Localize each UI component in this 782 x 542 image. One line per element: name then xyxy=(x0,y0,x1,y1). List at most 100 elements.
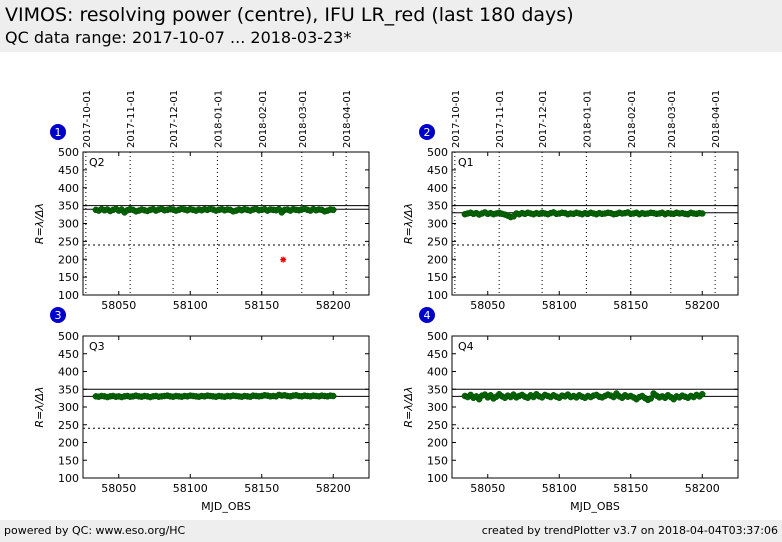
x-tick-label: 58150 xyxy=(613,299,648,312)
footer-credit: powered by QC: www.eso.org/HC xyxy=(4,524,186,537)
quadrant-label: Q3 xyxy=(89,340,105,353)
page-title: VIMOS: resolving power (centre), IFU LR_… xyxy=(5,4,574,26)
y-tick-label: 400 xyxy=(427,366,448,379)
panel-number-badge xyxy=(419,307,435,323)
quadrant-label: Q4 xyxy=(458,340,474,353)
chart-panel-2: 100 150 200 250 300 350 400 450 500 58050 58100 581… xyxy=(402,90,739,312)
x-tick-label: 58050 xyxy=(470,482,505,495)
x-tick-label: 58050 xyxy=(101,299,136,312)
y-tick-label: 300 xyxy=(427,218,448,231)
plot-frame xyxy=(451,335,739,479)
y-tick-label: 350 xyxy=(58,383,79,396)
panel-number-label: 4 xyxy=(424,309,431,322)
panel-number-badge xyxy=(419,124,435,140)
quadrant-label: Q1 xyxy=(458,156,474,169)
y-tick-label: 400 xyxy=(427,182,448,195)
chart-panel-1: 100 150 200 250 300 350 400 450 500 58050 58100 581… xyxy=(33,90,370,312)
y-tick-label: 150 xyxy=(58,271,79,284)
y-tick-label: 450 xyxy=(427,348,448,361)
y-tick-label: 100 xyxy=(58,289,79,302)
chart-panel-4: 100 150 200 250 300 350 400 450 500 58050 58100 581… xyxy=(402,307,739,513)
data-point xyxy=(699,390,706,398)
y-tick-label: 200 xyxy=(58,253,79,266)
x-tick-label: 58150 xyxy=(244,299,279,312)
footer-timestamp: created by trendPlotter v3.7 on 2018-04-… xyxy=(481,524,778,537)
x-tick-label: 58100 xyxy=(173,299,208,312)
data-point xyxy=(699,210,706,217)
y-tick-label: 450 xyxy=(427,164,448,177)
outlier-stroke xyxy=(280,256,286,263)
y-tick-label: 400 xyxy=(58,366,79,379)
y-tick-label: 250 xyxy=(58,419,79,432)
page-subtitle: QC data range: 2017-10-07 ... 2018-03-23… xyxy=(5,28,352,47)
y-tick-label: 250 xyxy=(58,235,79,248)
y-tick-label: 300 xyxy=(58,218,79,231)
y-tick-label: 350 xyxy=(427,200,448,213)
chart-panel-3: 100 150 200 250 300 350 400 450 500 58050 58100 581… xyxy=(33,307,370,513)
panel-number-badge xyxy=(50,307,66,323)
x-tick-label: 58100 xyxy=(542,299,577,312)
data-point xyxy=(330,392,337,400)
y-axis-label: R=λ/Δλ xyxy=(402,203,415,244)
y-tick-label: 350 xyxy=(58,200,79,213)
outlier-point xyxy=(280,256,287,263)
y-tick-label: 450 xyxy=(58,164,79,177)
x-tick-label: 58100 xyxy=(173,482,208,495)
y-tick-label: 150 xyxy=(427,271,448,284)
panel-number-badge xyxy=(50,124,66,140)
y-tick-label: 200 xyxy=(427,437,448,450)
date-tick-label: 2017-11-01 xyxy=(495,90,506,148)
y-axis-label: R=λ/Δλ xyxy=(33,203,46,244)
y-tick-label: 250 xyxy=(427,419,448,432)
y-tick-label: 100 xyxy=(58,472,79,485)
x-tick-label: 58150 xyxy=(613,482,648,495)
x-axis-label: MJD_OBS xyxy=(570,500,620,513)
y-tick-label: 150 xyxy=(427,454,448,467)
date-tick-label: 2017-11-01 xyxy=(126,90,137,148)
footer-bar: powered by QC: www.eso.org/HC created by… xyxy=(0,520,782,542)
y-tick-label: 500 xyxy=(427,146,448,159)
y-tick-label: 300 xyxy=(427,401,448,414)
panel-number-label: 2 xyxy=(424,126,431,139)
x-tick-label: 58200 xyxy=(685,299,720,312)
y-tick-label: 500 xyxy=(58,330,79,343)
y-tick-label: 450 xyxy=(58,348,79,361)
x-tick-label: 58100 xyxy=(542,482,577,495)
x-axis-label: MJD_OBS xyxy=(201,500,251,513)
date-tick-label: 2017-12-01 xyxy=(538,90,549,148)
date-tick-label: 2018-04-01 xyxy=(342,90,353,148)
y-tick-label: 500 xyxy=(58,146,79,159)
panel-number-label: 1 xyxy=(55,126,62,139)
plot-frame xyxy=(451,151,739,296)
date-tick-label: 2018-03-01 xyxy=(298,90,309,148)
x-tick-label: 58200 xyxy=(316,299,351,312)
date-tick-label: 2017-10-01 xyxy=(82,90,93,148)
y-tick-label: 200 xyxy=(427,253,448,266)
y-tick-label: 100 xyxy=(427,472,448,485)
y-tick-label: 300 xyxy=(58,401,79,414)
data-point xyxy=(647,395,655,402)
date-tick-label: 2018-03-01 xyxy=(667,90,678,148)
plot-frame xyxy=(82,151,370,296)
date-tick-label: 2018-02-01 xyxy=(258,90,269,148)
date-tick-label: 2017-12-01 xyxy=(169,90,180,148)
x-tick-label: 58200 xyxy=(316,482,351,495)
date-tick-label: 2018-01-01 xyxy=(213,90,224,148)
y-axis-label: R=λ/Δλ xyxy=(33,386,46,427)
date-tick-label: 2017-10-01 xyxy=(451,90,462,148)
y-axis-label: R=λ/Δλ xyxy=(402,386,415,427)
date-tick-label: 2018-04-01 xyxy=(711,90,722,148)
panel-number-label: 3 xyxy=(55,309,62,322)
date-tick-label: 2018-02-01 xyxy=(627,90,638,148)
header-bar: VIMOS: resolving power (centre), IFU LR_… xyxy=(0,0,782,52)
y-tick-label: 100 xyxy=(427,289,448,302)
y-tick-label: 500 xyxy=(427,330,448,343)
plot-frame xyxy=(82,335,370,479)
y-tick-label: 250 xyxy=(427,235,448,248)
quadrant-label: Q2 xyxy=(89,156,105,169)
x-tick-label: 58050 xyxy=(470,299,505,312)
x-tick-label: 58150 xyxy=(244,482,279,495)
y-tick-label: 200 xyxy=(58,437,79,450)
y-tick-label: 400 xyxy=(58,182,79,195)
